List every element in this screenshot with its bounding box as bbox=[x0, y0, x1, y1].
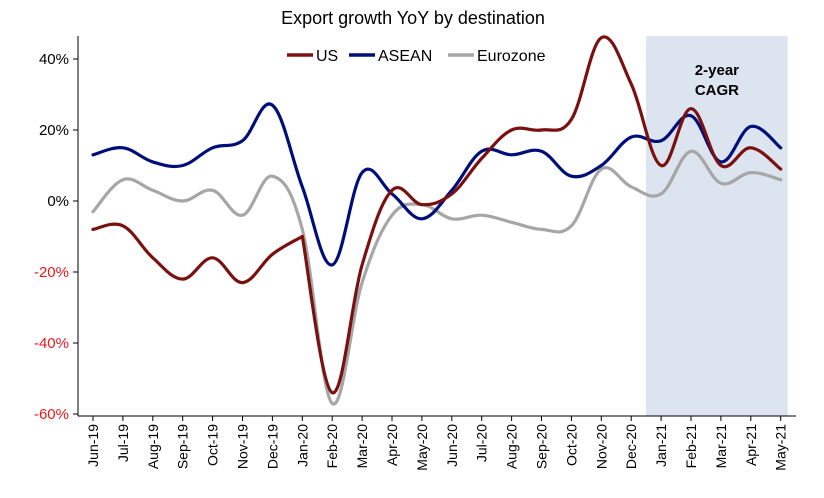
x-axis-ticks: Jun-19 Jul-19 Aug-19 Sep-19 Oct-19 Nov-19 Dec-… bbox=[85, 416, 789, 471]
x-tick-label: Jun-19 bbox=[85, 424, 101, 467]
x-tick-label: May-20 bbox=[414, 424, 430, 471]
x-tick-label: Feb-20 bbox=[324, 424, 340, 469]
y-tick-label: 20% bbox=[39, 122, 69, 139]
x-tick-label: May-21 bbox=[773, 424, 789, 471]
y-tick-label: -20% bbox=[34, 264, 69, 281]
x-tick-label: Aug-19 bbox=[145, 424, 161, 469]
annotation-line-1: 2-year bbox=[695, 62, 739, 79]
x-tick-label: Jul-19 bbox=[115, 424, 131, 462]
series-line-us bbox=[91, 222, 304, 285]
x-tick-label: Apr-21 bbox=[743, 424, 759, 466]
legend-label-us: US bbox=[316, 48, 338, 65]
x-tick-label: Nov-20 bbox=[593, 424, 609, 469]
chart-title: Export growth YoY by destination bbox=[281, 8, 545, 28]
x-tick-label: Mar-21 bbox=[713, 424, 729, 469]
y-tick-label: -60% bbox=[34, 406, 69, 423]
y-tick-label: -40% bbox=[34, 335, 69, 352]
x-tick-label: Sep-19 bbox=[175, 424, 191, 469]
series-line-asean bbox=[91, 102, 783, 267]
x-tick-label: Jan-21 bbox=[653, 424, 669, 467]
x-tick-label: Feb-21 bbox=[683, 424, 699, 469]
x-tick-label: Jun-20 bbox=[444, 424, 460, 467]
legend-label-asean: ASEAN bbox=[378, 48, 432, 65]
x-tick-label: Aug-20 bbox=[504, 424, 520, 469]
y-tick-label: 0% bbox=[47, 193, 69, 210]
series-lines bbox=[91, 35, 783, 406]
x-tick-label: Apr-20 bbox=[384, 424, 400, 466]
x-tick-label: Sep-20 bbox=[534, 424, 550, 469]
y-tick-label: 40% bbox=[39, 51, 69, 68]
x-tick-label: Jan-20 bbox=[294, 424, 310, 467]
x-tick-label: Dec-19 bbox=[264, 424, 280, 469]
x-tick-label: Oct-19 bbox=[205, 424, 221, 466]
x-tick-label: Nov-19 bbox=[235, 424, 251, 469]
annotation-line-2: CAGR bbox=[695, 82, 739, 99]
x-tick-label: Dec-20 bbox=[623, 424, 639, 469]
x-tick-label: Mar-20 bbox=[354, 424, 370, 469]
axes bbox=[77, 36, 796, 417]
legend: US ASEAN Eurozone bbox=[287, 48, 546, 65]
x-tick-label: Oct-20 bbox=[563, 424, 579, 466]
shaded-region bbox=[646, 36, 788, 416]
series-line-us bbox=[300, 35, 783, 395]
x-tick-label: Jul-20 bbox=[474, 424, 490, 462]
y-axis-ticks: -60% -40% -20% 0% 20% 40% bbox=[34, 51, 78, 423]
legend-label-eurozone: Eurozone bbox=[477, 48, 546, 65]
